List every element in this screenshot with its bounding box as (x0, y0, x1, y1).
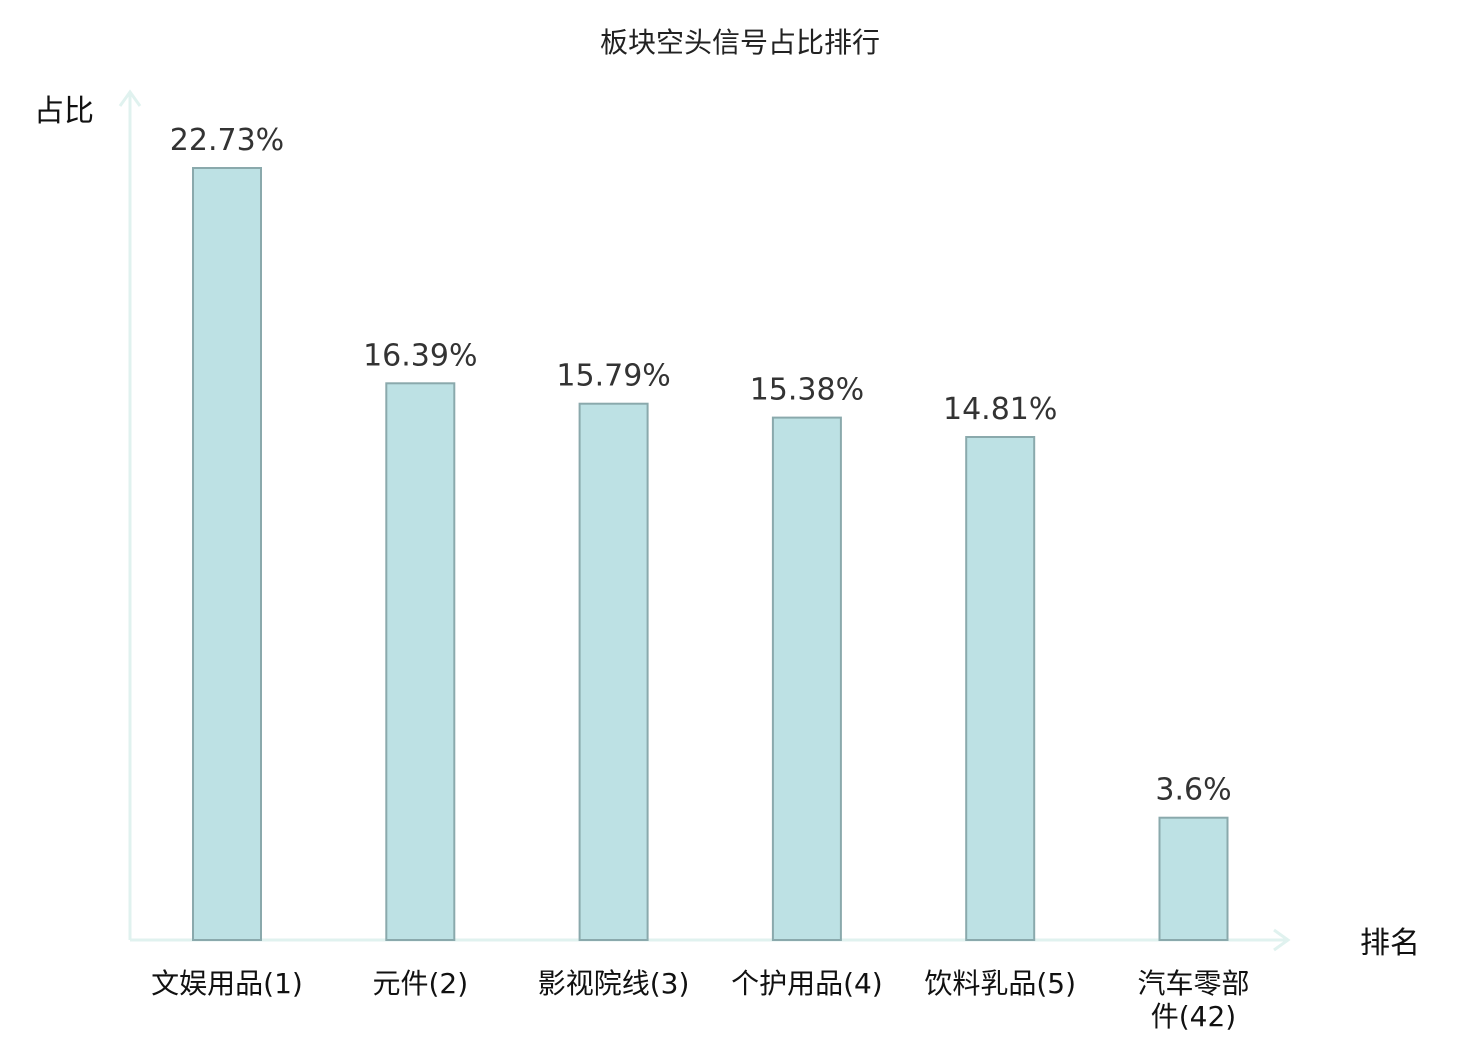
value-label-5: 14.81% (943, 392, 1057, 427)
value-label-2: 16.39% (363, 338, 477, 373)
y-axis-label: 占比 (34, 94, 94, 129)
chart-title: 板块空头信号占比排行 (600, 26, 880, 59)
value-label-4: 15.38% (750, 373, 864, 408)
bar-4 (771, 416, 842, 942)
category-labels-group: 文娱用品(1) 元件(2) 影视院线(3) 个护用品(4) 饮料乳品(5) 汽车零部件(4… (151, 967, 1249, 1033)
bar-5 (965, 436, 1036, 941)
bar-6 (1158, 816, 1229, 942)
value-label-1: 22.73% (170, 123, 284, 158)
bars-group (192, 167, 1229, 942)
value-label-3: 15.79% (556, 359, 670, 394)
category-label-5: 饮料乳品(5) (924, 967, 1076, 1000)
y-axis-arrow (118, 89, 142, 107)
category-label-1: 文娱用品(1) (151, 967, 303, 1000)
axes (118, 89, 1291, 952)
value-labels-group: 22.73% 16.39% 15.79% 15.38% 14.81% 3.6% (170, 123, 1232, 808)
bar-3 (578, 402, 649, 941)
category-label-2: 元件(2) (372, 967, 468, 1000)
x-axis-label: 排名 (1360, 926, 1420, 961)
bar-1 (192, 167, 262, 941)
category-label-3: 影视院线(3) (538, 967, 690, 1000)
bar-2 (385, 382, 456, 941)
category-label-6-line-2: 件(42) (1151, 1000, 1236, 1033)
category-label-6-line-1: 汽车零部 (1137, 967, 1249, 1000)
category-label-4: 个护用品(4) (731, 967, 883, 1000)
x-axis-arrow (1273, 928, 1291, 952)
value-label-6: 3.6% (1155, 773, 1231, 808)
